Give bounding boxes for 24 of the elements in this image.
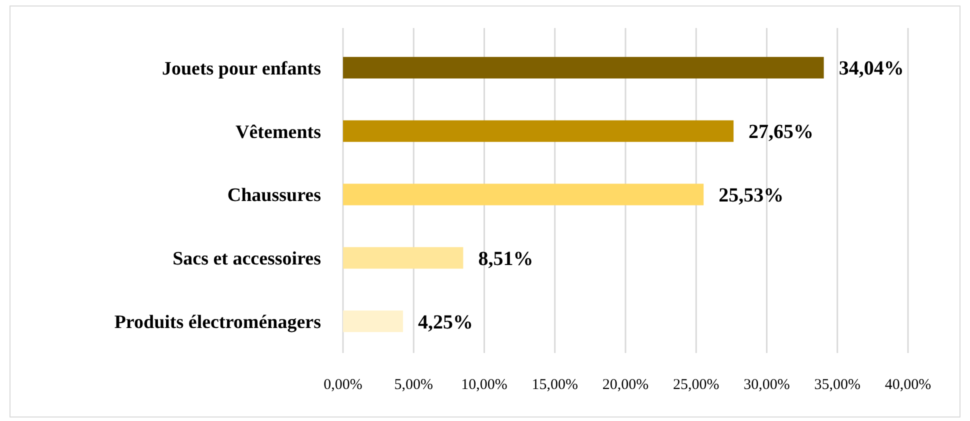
x-tick-label: 35,00% [814,377,860,393]
x-tick-label: 10,00% [461,377,508,393]
x-tick-label: 5,00% [394,377,433,393]
y-tick-label: Jouets pour enfants [162,58,321,80]
bar [343,56,824,78]
x-tick-label: 0,00% [324,377,362,393]
x-tick-label: 40,00% [884,377,932,393]
x-tick-label: 30,00% [744,377,790,393]
data-label: 25,53% [718,184,784,206]
data-label: 8,51% [478,248,534,270]
data-label: 34,04% [838,58,904,80]
y-tick-label: Chaussures [227,185,321,206]
y-tick-label: Produits électroménagers [114,312,321,333]
bar [343,184,704,206]
y-tick-label: Sacs et accessoires [172,248,321,270]
x-tick-label: 25,00% [673,377,720,393]
bar [343,310,404,332]
y-tick-label: Vêtements [236,122,321,143]
bar [343,247,464,269]
bar [343,120,734,142]
x-tick-label: 15,00% [532,377,578,393]
data-label: 27,65% [748,121,814,144]
data-label: 4,25% [418,311,474,334]
x-tick-label: 20,00% [602,377,649,393]
